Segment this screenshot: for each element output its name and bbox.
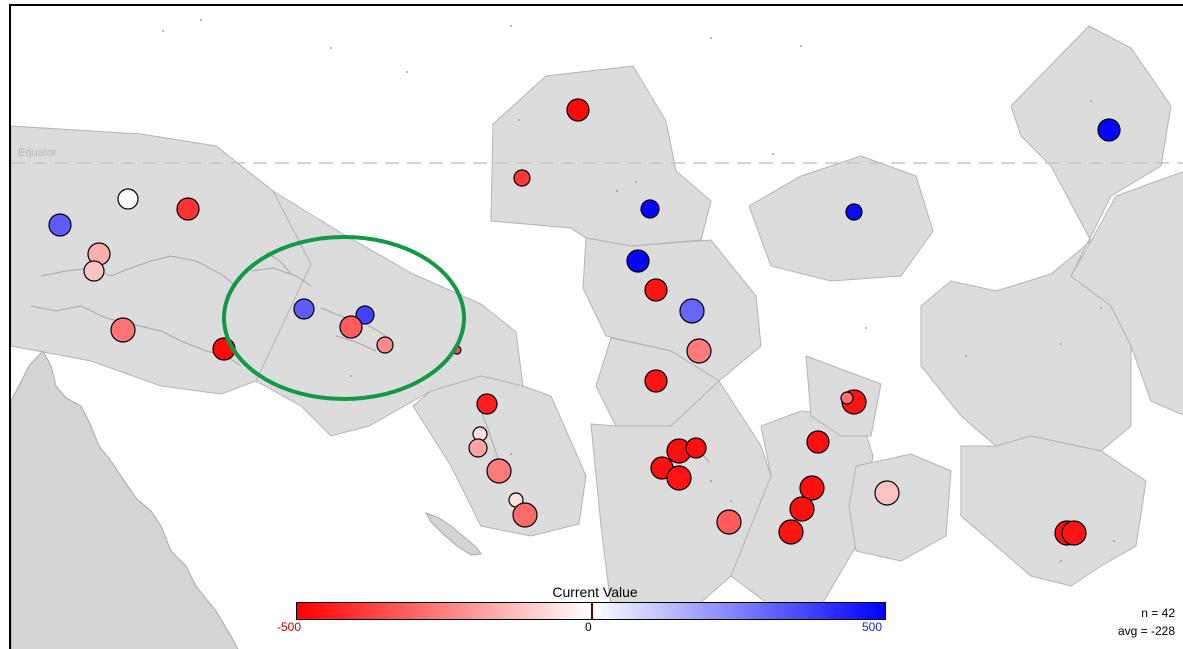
station-marker-s09[interactable] — [1097, 118, 1121, 142]
legend-max-label: 500 — [862, 620, 883, 634]
eez-tuvalu — [582, 237, 762, 382]
station-marker-s25[interactable] — [468, 438, 488, 458]
australia-land — [11, 350, 239, 649]
station-marker-s03[interactable] — [640, 199, 660, 219]
legend-mid-label: 0 — [585, 620, 592, 634]
station-marker-s28[interactable] — [512, 502, 538, 528]
station-marker-s34[interactable] — [840, 391, 854, 405]
station-marker-s01[interactable] — [566, 98, 590, 122]
station-marker-s12[interactable] — [48, 213, 72, 237]
eez-zones — [11, 25, 1183, 612]
station-marker-s14[interactable] — [83, 260, 105, 282]
station-count: n = 42 — [1141, 606, 1175, 620]
station-marker-s42[interactable] — [1061, 520, 1087, 546]
station-marker-s35[interactable] — [806, 430, 830, 454]
highlight-ellipse — [222, 235, 466, 401]
map-canvas[interactable] — [11, 6, 1183, 649]
station-marker-s18[interactable] — [355, 305, 375, 325]
station-marker-s36[interactable] — [799, 475, 825, 501]
station-marker-s19[interactable] — [339, 315, 363, 339]
station-marker-s02[interactable] — [513, 169, 531, 187]
station-marker-s04[interactable] — [626, 249, 650, 273]
eez-howland — [748, 155, 934, 282]
eez-niue — [848, 453, 952, 562]
station-marker-s32[interactable] — [666, 465, 692, 491]
station-marker-s23[interactable] — [644, 369, 668, 393]
eez-vanuatu — [412, 375, 587, 537]
eez-cook-south — [960, 435, 1147, 587]
station-marker-s10[interactable] — [117, 188, 139, 210]
eez-nauru-kiribati — [490, 65, 712, 247]
legend-color-bar — [296, 602, 886, 620]
station-marker-s11[interactable] — [176, 197, 200, 221]
station-marker-s38[interactable] — [778, 519, 804, 545]
station-marker-s30[interactable] — [685, 437, 707, 459]
station-marker-s08[interactable] — [686, 338, 712, 364]
station-marker-s06[interactable] — [644, 278, 668, 302]
station-marker-s22[interactable] — [476, 393, 498, 415]
station-marker-s05[interactable] — [845, 203, 863, 221]
new-caledonia — [424, 512, 482, 556]
legend-zero-tick — [591, 603, 593, 619]
station-marker-s40[interactable] — [716, 509, 742, 535]
map-frame: Equator — [9, 4, 1183, 649]
legend-min-label: -500 — [277, 620, 302, 634]
station-marker-s20[interactable] — [376, 336, 394, 354]
land-masses — [11, 251, 710, 649]
equator-label: Equator — [18, 147, 57, 159]
legend-title: Current Value — [552, 584, 638, 600]
station-marker-s26[interactable] — [486, 458, 512, 484]
station-marker-s41[interactable] — [874, 480, 900, 506]
eez-cook-east — [1070, 171, 1183, 416]
station-marker-s37[interactable] — [789, 496, 815, 522]
station-average: avg = -228 — [1117, 624, 1175, 638]
station-marker-s17[interactable] — [293, 298, 315, 320]
station-marker-s07[interactable] — [679, 298, 705, 324]
station-marker-s15[interactable] — [110, 317, 136, 343]
